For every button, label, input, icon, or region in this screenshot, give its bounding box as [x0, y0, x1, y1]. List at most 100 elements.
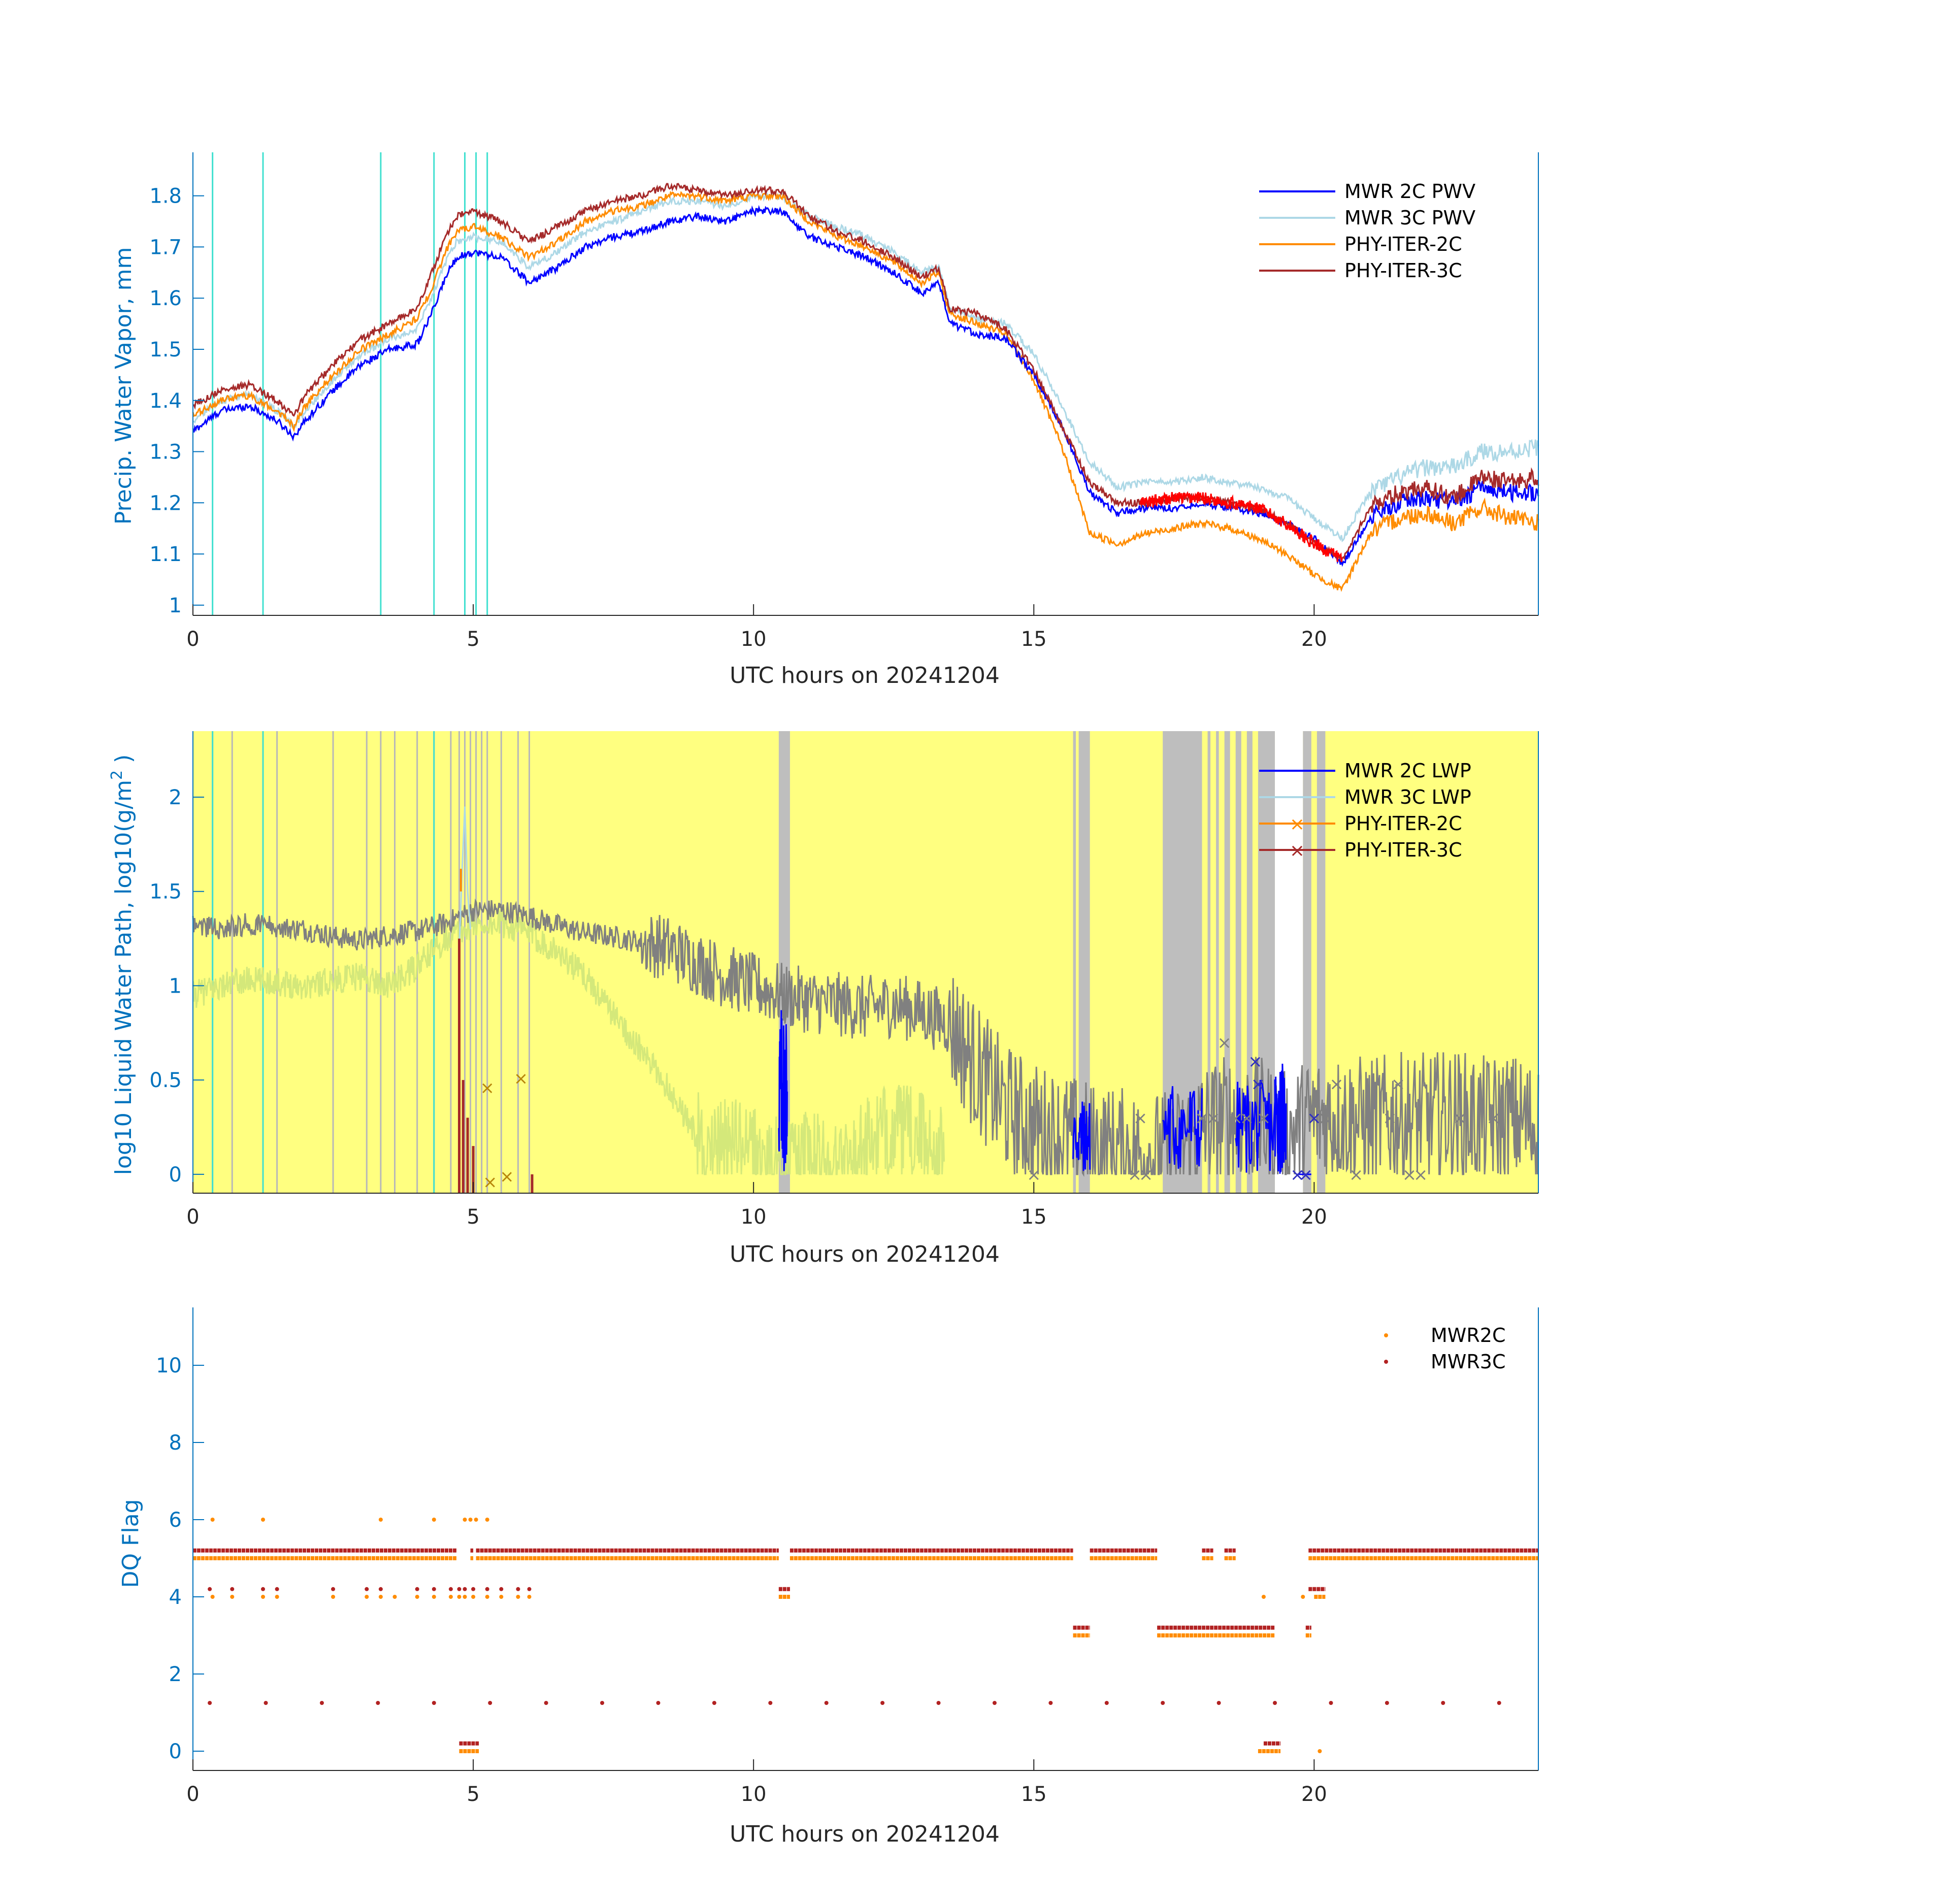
- mwr2c-dq-point: [457, 1595, 462, 1599]
- pwv-series-line: [192, 190, 1539, 592]
- lwp-x-marker: ×: [514, 1068, 529, 1089]
- mwr2c-dq-point: [516, 1595, 520, 1599]
- legend-label-mwr2c-pwv: MWR 2C PWV: [1344, 180, 1475, 203]
- lwp-x-tick-label: 10: [741, 1205, 767, 1229]
- mwr3c-dq-point: [880, 1701, 885, 1705]
- lwp-ylabel-close: ): [111, 754, 137, 770]
- lwp-legend: MWR 2C LWP MWR 3C LWP × PHY-ITER-2C × PH…: [1259, 760, 1471, 861]
- lwp-gray-band: [1303, 731, 1311, 1193]
- dq-plot-area: 0 5 10 15 20 0 2 4 6 8 10: [156, 1307, 1539, 1806]
- mwr3c-dq-point: [1385, 1701, 1389, 1705]
- pwv-y-tick-label: 1: [169, 594, 182, 617]
- lwp-y-tick-label: 1: [169, 974, 182, 998]
- legend-label-phy2c-pwv: PHY-ITER-2C: [1344, 233, 1462, 255]
- mwr2c-dq-point: [1318, 1749, 1322, 1753]
- lwp-blue-line: [778, 1010, 788, 1171]
- mwr3c-dq-point: [1161, 1701, 1165, 1705]
- pwv-y-tick-label: 1.7: [149, 236, 182, 259]
- mwr2c-dq-point: [378, 1595, 383, 1599]
- legend-marker-mwr2c: [1384, 1333, 1388, 1337]
- mwr2c-dq-point: [230, 1595, 235, 1599]
- lwp-x-marker: ×: [1402, 1165, 1417, 1185]
- pwv-y-tick-label: 1.8: [149, 185, 182, 208]
- mwr3c-dq-point: [1104, 1701, 1109, 1705]
- pwv-y-tick-label: 1.3: [149, 441, 182, 464]
- lwp-x-marker: ×: [1453, 1108, 1467, 1128]
- dq-y-tick-label: 0: [169, 1740, 182, 1763]
- mwr2c-dq-point: [527, 1595, 532, 1599]
- mwr2c-dq-point: [378, 1518, 383, 1522]
- lwp-ylabel-main: log10 Liquid Water Path, log10(g/m: [111, 780, 137, 1175]
- mwr2c-dq-point: [275, 1595, 279, 1599]
- mwr2c-dq-point: [331, 1595, 336, 1599]
- mwr2c-dq-point: [448, 1595, 453, 1599]
- mwr3c-dq-point: [275, 1587, 279, 1591]
- lwp-panel: × ×× × × ×××××××× × ×××××××× ××××××0 5 10 15 2000.5…: [108, 731, 1539, 1267]
- lwp-x-marker: ×: [483, 1172, 498, 1193]
- lwp-lightblue-spike: [458, 806, 472, 948]
- mwr3c-dq-point: [208, 1587, 212, 1591]
- lwp-x-marker: ×: [1027, 1165, 1041, 1185]
- mwr2c-dq-point: [1261, 1595, 1266, 1599]
- mwr2c-dq-point: [468, 1518, 473, 1522]
- dq-ylabel: DQ Flag: [118, 1499, 144, 1588]
- lwp-x-tick-label: 20: [1301, 1205, 1327, 1229]
- dq-y-tick-label: 10: [156, 1354, 182, 1377]
- mwr3c-dq-point: [499, 1587, 504, 1591]
- lwp-y-tick-label: 2: [169, 786, 182, 809]
- dq-y-tick-label: 8: [169, 1431, 182, 1455]
- mwr3c-dq-point: [264, 1701, 268, 1705]
- lwp-x-marker: ×: [1486, 1108, 1501, 1128]
- dq-legend: MWR2C MWR3C: [1384, 1324, 1505, 1373]
- lwp-x-marker: ×: [1413, 1165, 1428, 1185]
- lwp-x-marker: ×: [1133, 1108, 1148, 1128]
- mwr2c-dq-point: [463, 1518, 467, 1522]
- mwr3c-dq-point: [992, 1701, 997, 1705]
- mwr3c-dq-point: [1048, 1701, 1053, 1705]
- mwr3c-dq-point: [1441, 1701, 1445, 1705]
- lwp-x-marker: ×: [1257, 1108, 1271, 1128]
- dq-x-tick-label: 0: [186, 1783, 199, 1806]
- lwp-plot-area: × ×× × × ×××××××× × ×××××××× ××××××0 5 10 15 2000.5…: [149, 731, 1539, 1229]
- mwr2c-dq-point: [261, 1518, 266, 1522]
- mwr3c-dq-point: [432, 1701, 436, 1705]
- pwv-x-tick-label: 20: [1301, 628, 1327, 651]
- legend-label-mwr3c-pwv: MWR 3C PWV: [1344, 207, 1475, 229]
- lwp-gray-band: [1207, 731, 1211, 1193]
- mwr3c-dq-point: [488, 1701, 492, 1705]
- mwr3c-dq-point: [824, 1701, 829, 1705]
- mwr2c-dq-point: [210, 1595, 215, 1599]
- legend-marker-phy2c-lwp: ×: [1290, 814, 1305, 835]
- legend-label-phy2c-lwp: PHY-ITER-2C: [1344, 812, 1462, 835]
- mwr3c-dq-point: [319, 1701, 324, 1705]
- legend-marker-phy3c-lwp: ×: [1290, 840, 1305, 861]
- mwr3c-dq-point: [448, 1587, 453, 1591]
- lwp-x-marker: ×: [1318, 1108, 1333, 1128]
- mwr3c-dq-point: [471, 1587, 476, 1591]
- mwr2c-dq-point: [432, 1595, 436, 1599]
- lwp-xlabel: UTC hours on 20241204: [730, 1241, 1000, 1267]
- mwr3c-dq-point: [331, 1587, 336, 1591]
- pwv-series-line: [192, 190, 1539, 543]
- mwr3c-dq-point: [527, 1587, 532, 1591]
- lwp-gray-band: [1246, 731, 1253, 1193]
- pwv-ylabel: Precip. Water Vapor, mm: [111, 247, 137, 525]
- dq-x-tick-label: 10: [741, 1783, 767, 1806]
- lwp-x-tick-label: 0: [186, 1205, 199, 1229]
- mwr3c-dq-point: [415, 1587, 419, 1591]
- lwp-x-marker: ×: [1195, 1108, 1209, 1128]
- mwr3c-dq-point: [261, 1587, 266, 1591]
- dq-xlabel: UTC hours on 20241204: [730, 1821, 1000, 1847]
- lwp-x-marker: ×: [1139, 1165, 1154, 1185]
- mwr2c-dq-point: [261, 1595, 266, 1599]
- legend-label-phy3c-lwp: PHY-ITER-3C: [1344, 839, 1462, 861]
- pwv-y-tick-label: 1.4: [149, 389, 182, 413]
- lwp-blue-line: [1072, 1101, 1091, 1171]
- mwr2c-dq-point: [392, 1595, 397, 1599]
- lwp-y-tick-label: 0: [169, 1163, 182, 1187]
- legend-label-phy3c-pwv: PHY-ITER-3C: [1344, 259, 1462, 282]
- mwr3c-dq-point: [768, 1701, 773, 1705]
- legend-marker-mwr3c: [1384, 1360, 1388, 1364]
- mwr3c-dq-point: [1273, 1701, 1277, 1705]
- pwv-y-tick-label: 1.5: [149, 338, 182, 362]
